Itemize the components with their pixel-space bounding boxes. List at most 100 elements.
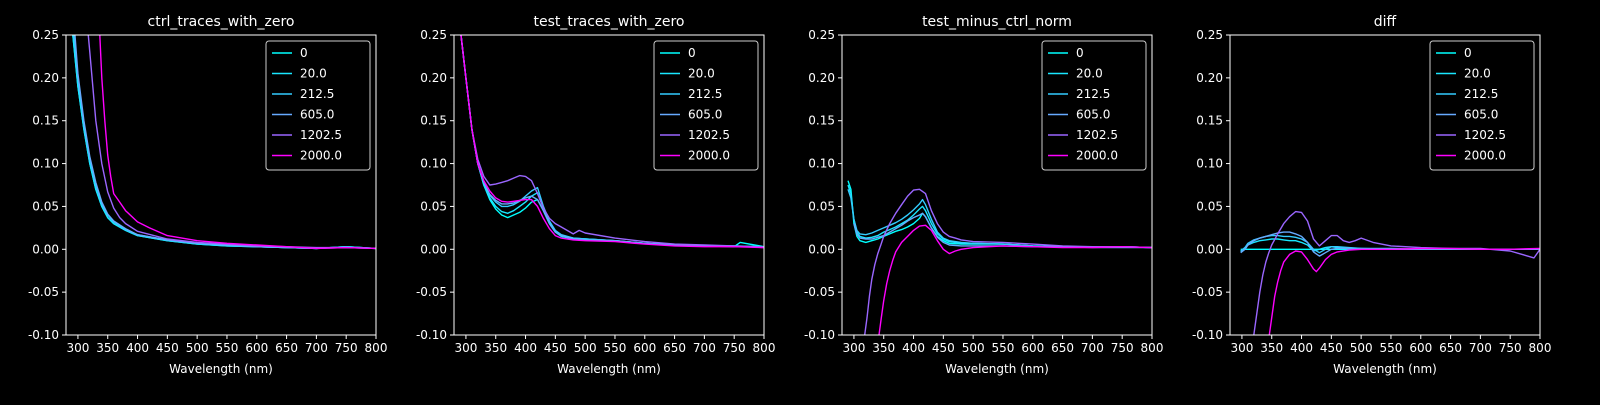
x-tick-label: 350 — [1260, 341, 1283, 355]
x-tick-label: 750 — [1499, 341, 1522, 355]
series-group — [72, 35, 376, 250]
x-tick-label: 600 — [633, 341, 656, 355]
x-tick-label: 450 — [156, 341, 179, 355]
y-tick-label: -0.05 — [28, 285, 59, 299]
legend-entry: 2000.0 — [1464, 149, 1506, 163]
series-line — [1253, 210, 1540, 335]
x-tick-label: 400 — [902, 341, 925, 355]
x-tick-label: 750 — [723, 341, 746, 355]
y-tick-label: 0.00 — [808, 242, 835, 256]
y-tick-label: 0.20 — [808, 71, 835, 85]
legend-entry: 0 — [1076, 46, 1084, 60]
series-line — [864, 188, 1152, 335]
y-tick-label: 0.10 — [420, 157, 447, 171]
x-tick-label: 400 — [1290, 341, 1313, 355]
y-tick-label: 0.10 — [32, 157, 59, 171]
y-tick-label: 0.05 — [420, 199, 447, 213]
x-axis-label: Wavelength (nm) — [169, 362, 273, 376]
y-tick-label: -0.10 — [416, 328, 447, 342]
legend-entry: 2000.0 — [300, 149, 342, 163]
series-line — [847, 189, 1152, 249]
chart-panel: 300 350 400 450 500 550 600 650 700 750 800 -0.10 -0… — [1192, 14, 1552, 376]
legend-entry: 2000.0 — [688, 149, 730, 163]
x-tick-label: 450 — [544, 341, 567, 355]
x-tick-label: 450 — [1320, 341, 1343, 355]
y-tick-label: 0.00 — [32, 242, 59, 256]
legend-entry: 1202.5 — [688, 128, 730, 142]
chart-panel: 300 350 400 450 500 550 600 650 700 750 800 -0.10 -0… — [416, 14, 776, 376]
x-tick-label: 300 — [842, 341, 865, 355]
series-line — [460, 35, 764, 249]
y-tick-label: -0.05 — [1192, 285, 1223, 299]
x-tick-label: 650 — [663, 341, 686, 355]
x-tick-label: 350 — [484, 341, 507, 355]
y-tick-label: 0.15 — [1196, 114, 1223, 128]
x-tick-label: 750 — [1111, 341, 1134, 355]
x-tick-label: 450 — [932, 341, 955, 355]
x-tick-label: 300 — [454, 341, 477, 355]
series-group — [847, 180, 1152, 335]
x-tick-label: 300 — [66, 341, 89, 355]
chart-title: test_minus_ctrl_norm — [922, 14, 1072, 30]
x-tick-label: 550 — [604, 341, 627, 355]
x-tick-label: 700 — [1469, 341, 1492, 355]
y-tick-label: -0.10 — [804, 328, 835, 342]
x-tick-label: 800 — [1529, 341, 1552, 355]
plot-frame — [65, 34, 377, 336]
series-line — [878, 224, 1152, 335]
y-tick-label: -0.10 — [28, 328, 59, 342]
legend-entry: 20.0 — [688, 67, 715, 81]
y-tick-label: 0.00 — [1196, 242, 1223, 256]
series-line — [74, 35, 376, 250]
x-tick-label: 550 — [1380, 341, 1403, 355]
chart-title: ctrl_traces_with_zero — [148, 14, 295, 30]
y-tick-label: 0.05 — [32, 199, 59, 213]
y-tick-label: 0.05 — [1196, 199, 1223, 213]
legend-entry: 0 — [688, 46, 696, 60]
x-tick-label: 700 — [1081, 341, 1104, 355]
chart-panel: 300 350 400 450 500 550 600 650 700 750 800 -0.10 -0… — [804, 14, 1164, 376]
x-tick-label: 650 — [1051, 341, 1074, 355]
series-line — [1268, 247, 1540, 335]
plot-frame — [841, 34, 1153, 336]
legend-entry: 605.0 — [1464, 108, 1498, 122]
y-tick-label: 0.10 — [1196, 157, 1223, 171]
x-tick-label: 500 — [574, 341, 597, 355]
legend-entry: 605.0 — [1076, 108, 1110, 122]
x-tick-label: 650 — [275, 341, 298, 355]
legend-entry: 212.5 — [1464, 87, 1498, 101]
legend-entry: 1202.5 — [1464, 128, 1506, 142]
series-line — [460, 35, 764, 249]
legend-entry: 605.0 — [300, 108, 334, 122]
y-tick-label: 0.25 — [808, 28, 835, 42]
legend-entry: 212.5 — [1076, 87, 1110, 101]
x-tick-label: 500 — [962, 341, 985, 355]
series-line — [99, 35, 376, 250]
y-tick-label: -0.10 — [1192, 328, 1223, 342]
legend: 0 20.0 212.5 605.0 1202.5 2000.0 — [265, 40, 371, 171]
x-tick-label: 300 — [1230, 341, 1253, 355]
legend: 0 20.0 212.5 605.0 1202.5 2000.0 — [1041, 40, 1147, 171]
legend-entry: 20.0 — [1076, 67, 1103, 81]
y-tick-label: 0.25 — [32, 28, 59, 42]
plot-frame — [453, 34, 765, 336]
legend-entry: 0 — [300, 46, 308, 60]
x-tick-label: 600 — [1021, 341, 1044, 355]
y-tick-label: 0.25 — [1196, 28, 1223, 42]
y-tick-label: 0.00 — [420, 242, 447, 256]
legend-entry: 2000.0 — [1076, 149, 1118, 163]
x-tick-label: 750 — [335, 341, 358, 355]
series-line — [460, 35, 764, 248]
x-tick-label: 600 — [245, 341, 268, 355]
y-tick-label: 0.05 — [808, 199, 835, 213]
x-tick-label: 350 — [96, 341, 119, 355]
y-tick-label: 0.25 — [420, 28, 447, 42]
series-group — [460, 35, 764, 249]
legend-entry: 20.0 — [1464, 67, 1491, 81]
y-tick-label: 0.10 — [808, 157, 835, 171]
y-tick-label: -0.05 — [804, 285, 835, 299]
x-tick-label: 550 — [216, 341, 239, 355]
y-tick-label: 0.15 — [808, 114, 835, 128]
